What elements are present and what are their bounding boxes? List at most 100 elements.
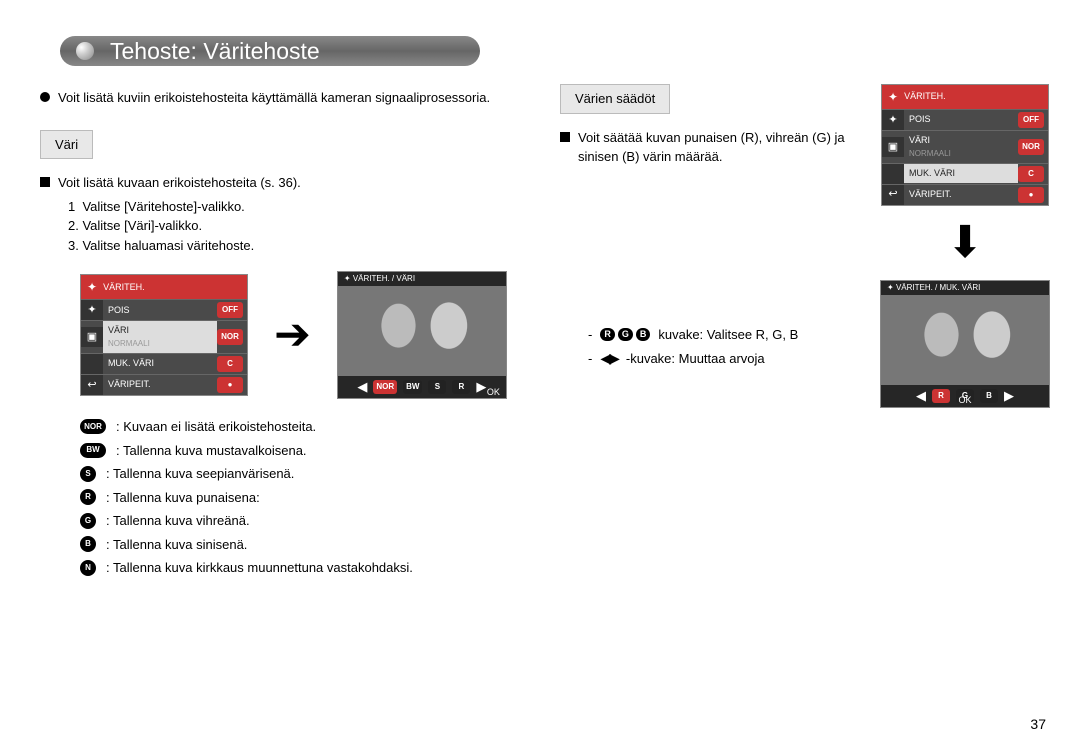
menu-row-icon bbox=[81, 354, 103, 374]
step-3-text: Valitse haluamasi väritehoste. bbox=[82, 238, 254, 253]
step-2: 2. Valitse [Väri]-valikko. bbox=[68, 216, 530, 236]
camera-menu-title: VÄRITEH. bbox=[103, 281, 145, 295]
preview-badge-s: S bbox=[428, 380, 446, 394]
back-icon: ↩ bbox=[882, 185, 904, 205]
menu-row-mukvari: MUK. VÄRI C bbox=[81, 353, 247, 374]
preview-botbar: ◀ NOR BW S R ▶ bbox=[338, 376, 506, 398]
star-icon: ✦ bbox=[87, 278, 97, 296]
camera-menu-2-title: VÄRITEH. bbox=[904, 90, 946, 104]
intro-text: Voit lisätä kuviin erikoistehosteita käy… bbox=[58, 88, 490, 108]
left-subtitle: Voit lisätä kuvaan erikoistehosteita (s.… bbox=[58, 173, 301, 193]
menu-row-label: POIS bbox=[904, 110, 1018, 130]
legend-badge-n: N bbox=[80, 560, 96, 576]
legend-row-g: G : Tallenna kuva vihreänä. bbox=[80, 511, 530, 531]
left-subtitle-line: Voit lisätä kuvaan erikoistehosteita (s.… bbox=[40, 173, 530, 193]
left-right-arrows-icon: ◀▶ bbox=[600, 348, 618, 369]
legend-text: : Tallenna kuva mustavalkoisena. bbox=[116, 441, 307, 461]
preview2-ok: OK bbox=[881, 394, 1049, 408]
menu-row-icon: ✦ bbox=[81, 300, 103, 320]
preview2-topbar-text: VÄRITEH. / MUK. VÄRI bbox=[896, 283, 980, 292]
badge-mask: ● bbox=[217, 377, 243, 393]
rgb-icons: R G B bbox=[600, 328, 650, 341]
arrows-text: -kuvake: Muuttaa arvoja bbox=[626, 349, 765, 369]
legend-text: : Tallenna kuva vihreänä. bbox=[106, 511, 250, 531]
preview2-photo bbox=[881, 295, 1049, 385]
camera-preview-2: ✦ VÄRITEH. / MUK. VÄRI ◀ R G B ▶ OK bbox=[880, 280, 1050, 408]
legend-badge-s: S bbox=[80, 466, 96, 482]
legend-text: : Kuvaan ei lisätä erikoistehosteita. bbox=[116, 417, 316, 437]
legend-text: : Tallenna kuva punaisena: bbox=[106, 488, 260, 508]
menu-row-icon bbox=[882, 164, 904, 184]
menu2-row-pois: ✦ POIS OFF bbox=[882, 109, 1048, 130]
preview-badge-nor: NOR bbox=[373, 380, 397, 394]
page-number: 37 bbox=[1030, 716, 1046, 732]
camera-menu-2: ✦ VÄRITEH. ✦ POIS OFF ▣ VÄRI NORMAALI bbox=[881, 84, 1049, 206]
square-bullet-icon bbox=[40, 177, 50, 187]
arrow-right-icon: ➔ bbox=[262, 302, 323, 368]
menu-row-label: MUK. VÄRI bbox=[103, 354, 217, 374]
preview-photo bbox=[338, 286, 506, 376]
menu-row-varipeit: ↩ VÄRIPEIT. ● bbox=[81, 374, 247, 395]
legend-badge-nor: NOR bbox=[80, 419, 106, 434]
badge-off: OFF bbox=[1018, 112, 1044, 128]
preview-topbar: ✦ VÄRITEH. / VÄRI bbox=[338, 272, 506, 286]
camera-menu-header: ✦ VÄRITEH. bbox=[81, 275, 247, 299]
legend-row-n: N : Tallenna kuva kirkkaus muunnettuna va… bbox=[80, 558, 530, 578]
arrow-down-icon: ⬇ bbox=[947, 210, 984, 276]
steps: 1 Valitse [Väritehoste]-valikko. 2. Vali… bbox=[40, 197, 530, 256]
camera-preview-1: ✦ VÄRITEH. / VÄRI ◀ NOR BW S R ▶ OK bbox=[337, 271, 507, 399]
page-title: Tehoste: Väritehoste bbox=[110, 38, 320, 65]
nav-left-icon: ◀ bbox=[357, 377, 367, 397]
legend-row-b: B : Tallenna kuva sinisenä. bbox=[80, 535, 530, 555]
legend-badge-g: G bbox=[80, 513, 96, 529]
right-stack: ✦ VÄRITEH. ✦ POIS OFF ▣ VÄRI NORMAALI bbox=[880, 84, 1050, 408]
legend-text: : Tallenna kuva seepianvärisenä. bbox=[106, 464, 294, 484]
menu-row-label: POIS bbox=[103, 301, 217, 321]
right-subtitle: Voit säätää kuvan punaisen (R), vihreän … bbox=[578, 128, 880, 167]
step-2-text: Valitse [Väri]-valikko. bbox=[82, 218, 202, 233]
menu2-row-vari-label: VÄRI bbox=[909, 135, 930, 145]
right-column: Värien säädöt Voit säätää kuvan punaisen… bbox=[560, 84, 1050, 582]
left-column: Voit lisätä kuviin erikoistehosteita käy… bbox=[30, 84, 530, 582]
legend-row-nor: NOR : Kuvaan ei lisätä erikoistehosteita. bbox=[80, 417, 530, 437]
badge-nor: NOR bbox=[217, 329, 243, 345]
right-subtitle-line: Voit säätää kuvan punaisen (R), vihreän … bbox=[560, 128, 880, 167]
g-icon: G bbox=[618, 328, 633, 341]
menu-row-label: VÄRI NORMAALI bbox=[103, 321, 217, 353]
color-legend: NOR : Kuvaan ei lisätä erikoistehosteita.… bbox=[40, 417, 530, 578]
menu-row-icon: ▣ bbox=[81, 327, 103, 347]
camera-menu: ✦ VÄRITEH. ✦ POIS OFF ▣ VÄRI NORMAALI NO… bbox=[80, 274, 248, 396]
intro-line: Voit lisätä kuviin erikoistehosteita käy… bbox=[40, 88, 530, 108]
menu-row-label: VÄRIPEIT. bbox=[103, 375, 217, 395]
menu2-row-vari: ▣ VÄRI NORMAALI NOR bbox=[882, 130, 1048, 163]
step-3: 3. Valitse haluamasi väritehoste. bbox=[68, 236, 530, 256]
legend-row-r: R: Tallenna kuva punaisena: bbox=[80, 488, 530, 508]
preview-badge-r: R bbox=[452, 380, 470, 394]
content-columns: Voit lisätä kuviin erikoistehosteita käy… bbox=[30, 84, 1050, 582]
menu-row-icon: ✦ bbox=[882, 110, 904, 130]
step-1-text: Valitse [Väritehoste]-valikko. bbox=[82, 199, 244, 214]
badge-nor: NOR bbox=[1018, 139, 1044, 155]
menu-row-vari-sub: NORMAALI bbox=[108, 338, 212, 350]
badge-mask: ● bbox=[1018, 187, 1044, 203]
back-icon: ↩ bbox=[81, 375, 103, 395]
nav-right-icon: ▶ bbox=[476, 377, 486, 397]
badge-c: C bbox=[1018, 166, 1044, 182]
legend-row-bw: BW : Tallenna kuva mustavalkoisena. bbox=[80, 441, 530, 461]
legend-text: : Tallenna kuva kirkkaus muunnettuna vas… bbox=[106, 558, 413, 578]
menu-arrow-preview-row: ✦ VÄRITEH. ✦ POIS OFF ▣ VÄRI NORMAALI NO… bbox=[80, 271, 530, 399]
legend-text: : Tallenna kuva sinisenä. bbox=[106, 535, 247, 555]
preview-topbar-text: VÄRITEH. / VÄRI bbox=[353, 274, 415, 283]
menu-row-label: MUK. VÄRI bbox=[904, 164, 1018, 184]
star-icon: ✦ bbox=[888, 88, 898, 106]
section-tab-vari: Väri bbox=[40, 130, 93, 160]
preview2-topbar: ✦ VÄRITEH. / MUK. VÄRI bbox=[881, 281, 1049, 295]
menu2-row-vari-sub: NORMAALI bbox=[909, 148, 1013, 160]
menu2-row-varipeit: ↩ VÄRIPEIT. ● bbox=[882, 184, 1048, 205]
menu2-row-mukvari: MUK. VÄRI C bbox=[882, 163, 1048, 184]
badge-off: OFF bbox=[217, 302, 243, 318]
legend-badge-b: B bbox=[80, 536, 96, 552]
legend-badge-bw: BW bbox=[80, 443, 106, 458]
b-icon: B bbox=[636, 328, 651, 341]
menu-row-label: VÄRI NORMAALI bbox=[904, 131, 1018, 163]
